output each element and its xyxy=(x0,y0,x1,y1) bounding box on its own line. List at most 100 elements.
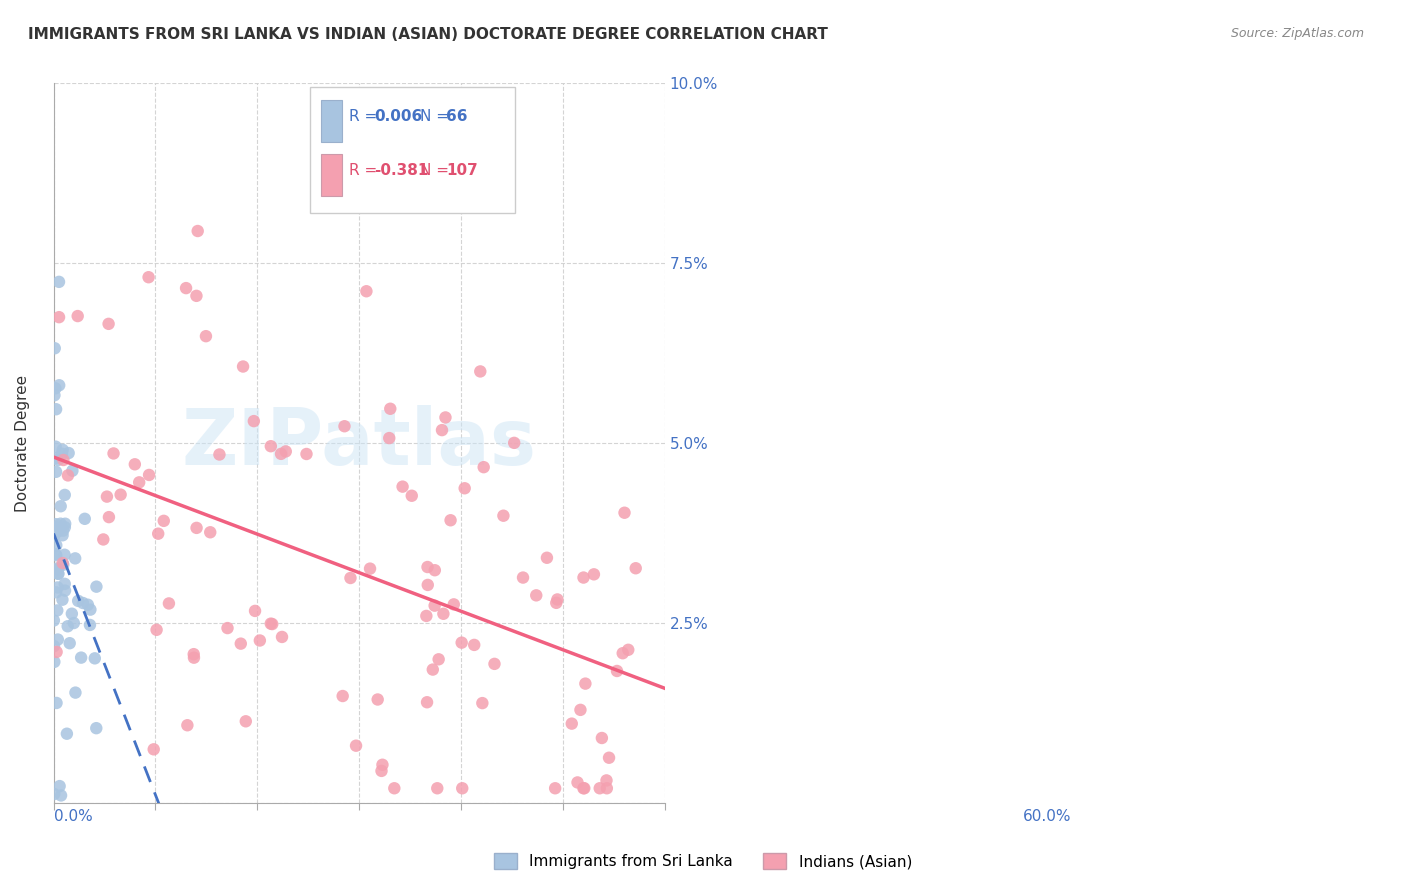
Point xyxy=(46,562,69,576)
Point xyxy=(84,721,107,735)
Point xyxy=(596,781,619,796)
Point xyxy=(46,581,69,595)
Point xyxy=(44,547,66,561)
Point xyxy=(45,645,67,659)
Point xyxy=(46,566,69,581)
Point xyxy=(471,696,494,710)
Point xyxy=(67,594,90,608)
FancyBboxPatch shape xyxy=(311,87,515,213)
Point xyxy=(356,285,378,299)
Point xyxy=(434,410,457,425)
Point xyxy=(46,561,69,575)
Point xyxy=(46,453,69,467)
Text: R =: R = xyxy=(349,109,382,124)
Point xyxy=(229,637,252,651)
Point xyxy=(427,652,450,666)
Point xyxy=(432,607,454,621)
Point xyxy=(73,512,96,526)
Point xyxy=(45,402,67,417)
Point xyxy=(524,588,547,602)
Point xyxy=(260,439,283,453)
Point xyxy=(463,638,485,652)
Point xyxy=(183,647,205,661)
Point xyxy=(145,623,167,637)
Point xyxy=(45,440,67,454)
Point xyxy=(44,381,66,395)
Point xyxy=(606,664,628,678)
Point xyxy=(612,646,634,660)
Point xyxy=(416,695,439,709)
Point xyxy=(416,578,439,592)
Point xyxy=(249,633,271,648)
Point xyxy=(157,596,180,610)
Point xyxy=(70,650,93,665)
Point xyxy=(56,727,79,741)
Point xyxy=(110,488,132,502)
Point xyxy=(422,663,444,677)
Point xyxy=(451,781,474,796)
Point xyxy=(333,419,356,434)
FancyBboxPatch shape xyxy=(321,100,342,143)
Text: Source: ZipAtlas.com: Source: ZipAtlas.com xyxy=(1230,27,1364,40)
Point xyxy=(187,224,209,238)
Point xyxy=(243,414,266,428)
Text: 107: 107 xyxy=(446,162,478,178)
Point xyxy=(443,598,465,612)
Point xyxy=(59,636,82,650)
Point xyxy=(48,378,70,392)
Point xyxy=(423,563,446,577)
Point xyxy=(44,655,66,669)
Point xyxy=(65,685,87,699)
Point xyxy=(46,603,69,617)
Point xyxy=(53,583,76,598)
Point xyxy=(574,781,596,796)
Point xyxy=(97,510,120,524)
Point xyxy=(332,689,354,703)
Point xyxy=(262,617,284,632)
Point xyxy=(53,577,76,591)
Y-axis label: Doctorate Degree: Doctorate Degree xyxy=(15,375,30,512)
Point xyxy=(79,618,101,632)
Point xyxy=(470,364,492,378)
Point xyxy=(53,516,76,531)
Point xyxy=(430,423,453,437)
Point xyxy=(270,447,292,461)
Point xyxy=(49,789,72,803)
Point xyxy=(344,739,367,753)
Point xyxy=(217,621,239,635)
Point xyxy=(359,561,381,575)
Point xyxy=(142,742,165,756)
Point xyxy=(450,635,472,649)
Point xyxy=(124,458,146,472)
Point xyxy=(574,676,596,690)
Point xyxy=(617,642,640,657)
Point xyxy=(591,731,613,745)
Point xyxy=(426,781,449,796)
Point xyxy=(48,566,70,581)
Point xyxy=(48,521,70,535)
Point xyxy=(503,435,526,450)
Point xyxy=(439,513,461,527)
Point xyxy=(51,592,73,607)
Point xyxy=(546,592,568,607)
Text: 0.0%: 0.0% xyxy=(53,809,93,823)
Text: -0.381: -0.381 xyxy=(374,162,429,178)
Point xyxy=(42,614,65,628)
Text: 60.0%: 60.0% xyxy=(1024,809,1071,823)
Legend: Immigrants from Sri Lanka, Indians (Asian): Immigrants from Sri Lanka, Indians (Asia… xyxy=(488,847,918,875)
Point xyxy=(44,787,66,801)
Point xyxy=(45,549,67,563)
Point xyxy=(45,585,67,599)
Point xyxy=(589,781,612,796)
Point xyxy=(45,465,67,479)
Point xyxy=(48,779,70,793)
Point xyxy=(45,451,67,466)
Point xyxy=(613,506,636,520)
Point xyxy=(91,533,114,547)
Point xyxy=(96,490,118,504)
Point xyxy=(46,524,69,539)
Point xyxy=(295,447,318,461)
Point xyxy=(391,480,413,494)
Point xyxy=(208,448,231,462)
Point xyxy=(271,630,294,644)
